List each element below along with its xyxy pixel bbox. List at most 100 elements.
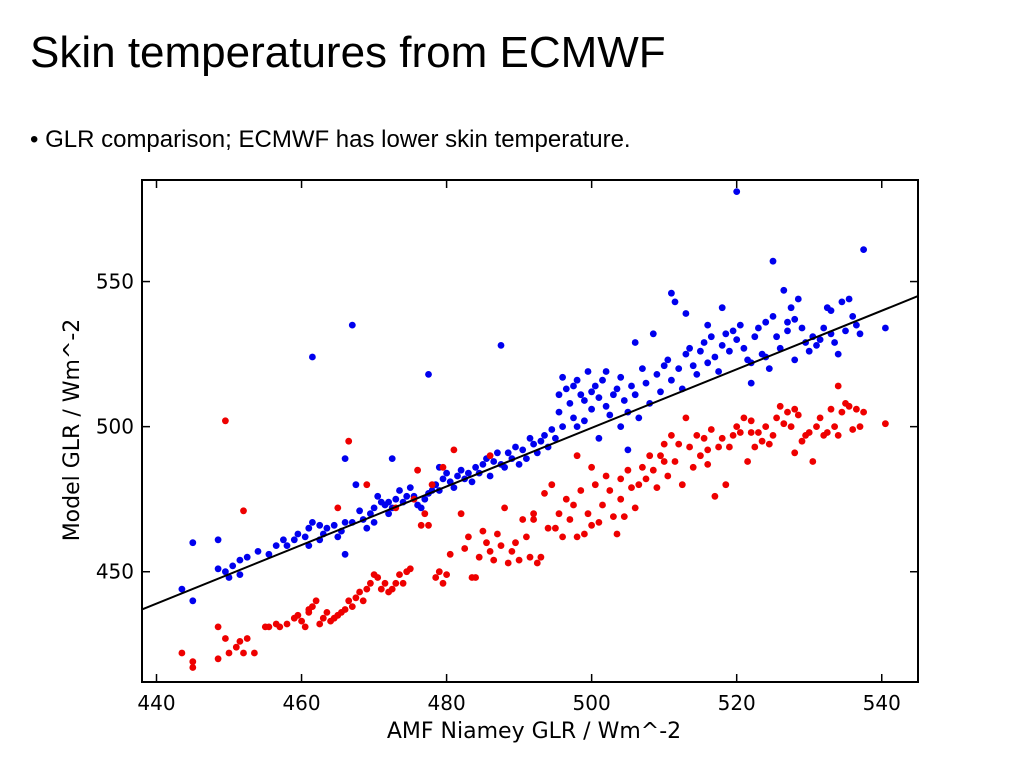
- data-point: [599, 501, 606, 509]
- data-point: [490, 458, 498, 465]
- data-point: [722, 481, 730, 489]
- data-point: [323, 609, 331, 616]
- data-point: [581, 417, 588, 425]
- data-point: [834, 382, 842, 390]
- y-axis-label: Model GLR / Wm^-2: [60, 319, 85, 542]
- data-point: [555, 391, 563, 399]
- data-point: [461, 545, 469, 552]
- data-point: [305, 524, 313, 532]
- data-point: [486, 548, 494, 555]
- data-point: [501, 463, 508, 471]
- data-point: [610, 391, 617, 399]
- data-point: [809, 458, 817, 465]
- data-point: [544, 524, 552, 532]
- data-point: [312, 597, 320, 605]
- data-point: [704, 359, 712, 367]
- data-point: [740, 414, 748, 422]
- series-layer: [178, 188, 889, 671]
- data-point: [472, 574, 479, 581]
- data-point: [316, 521, 324, 529]
- data-point: [762, 423, 770, 430]
- data-point: [606, 487, 614, 494]
- data-point: [363, 524, 371, 532]
- data-point: [668, 289, 675, 297]
- data-point: [392, 579, 400, 587]
- data-point: [595, 519, 603, 526]
- data-point: [794, 295, 802, 303]
- data-point: [236, 571, 244, 578]
- data-point: [827, 307, 835, 314]
- data-point: [396, 571, 403, 578]
- x-tick-label: 520: [718, 691, 756, 715]
- data-point: [381, 579, 389, 587]
- data-point: [628, 382, 635, 390]
- data-point: [432, 574, 440, 581]
- data-point: [599, 376, 606, 384]
- data-point: [370, 504, 378, 512]
- data-point: [301, 623, 309, 631]
- data-point: [222, 568, 229, 576]
- data-point: [704, 446, 712, 454]
- data-point: [653, 371, 661, 378]
- data-point: [341, 455, 349, 462]
- data-point: [816, 414, 824, 422]
- data-point: [715, 443, 722, 451]
- data-point: [385, 498, 392, 506]
- data-point: [733, 188, 741, 196]
- bullet-marker: •: [30, 126, 39, 153]
- data-point: [272, 542, 280, 549]
- data-point: [236, 638, 244, 645]
- data-point: [280, 536, 287, 544]
- data-point: [747, 429, 755, 436]
- data-point: [504, 449, 512, 457]
- data-point: [849, 313, 857, 320]
- data-point: [309, 353, 316, 361]
- data-point: [559, 373, 566, 381]
- data-point: [265, 623, 273, 631]
- data-point: [602, 472, 610, 480]
- data-point: [671, 458, 679, 465]
- reference-line: [142, 295, 918, 611]
- data-point: [356, 588, 363, 596]
- data-point: [668, 432, 675, 439]
- data-point: [635, 481, 643, 489]
- data-point: [519, 446, 527, 454]
- data-point: [700, 434, 708, 442]
- data-point: [465, 469, 472, 477]
- data-point: [617, 475, 625, 483]
- data-point: [733, 336, 741, 343]
- data-point: [657, 452, 664, 460]
- bullet-text: GLR comparison; ECMWF has lower skin tem…: [45, 126, 631, 153]
- data-point: [820, 324, 828, 332]
- data-point: [232, 643, 240, 651]
- data-point: [813, 423, 820, 430]
- data-point: [428, 481, 436, 489]
- data-point: [541, 432, 548, 439]
- data-point: [686, 344, 693, 352]
- data-point: [443, 571, 450, 578]
- data-point: [367, 579, 374, 587]
- data-point: [856, 423, 864, 430]
- data-point: [457, 510, 465, 518]
- data-point: [624, 446, 632, 454]
- data-point: [823, 429, 831, 436]
- data-point: [715, 368, 722, 375]
- data-point: [751, 333, 759, 341]
- data-point: [439, 475, 447, 483]
- data-point: [508, 548, 516, 555]
- data-point: [548, 426, 556, 433]
- data-point: [758, 437, 766, 445]
- data-point: [530, 516, 537, 523]
- data-point: [718, 304, 726, 312]
- data-point: [765, 440, 773, 448]
- data-point: [657, 388, 664, 396]
- data-point: [882, 420, 889, 428]
- data-point: [515, 556, 523, 564]
- data-point: [425, 371, 432, 378]
- data-point: [584, 368, 592, 375]
- data-point: [617, 423, 625, 430]
- data-point: [570, 501, 577, 509]
- data-point: [316, 620, 324, 628]
- data-point: [853, 321, 860, 329]
